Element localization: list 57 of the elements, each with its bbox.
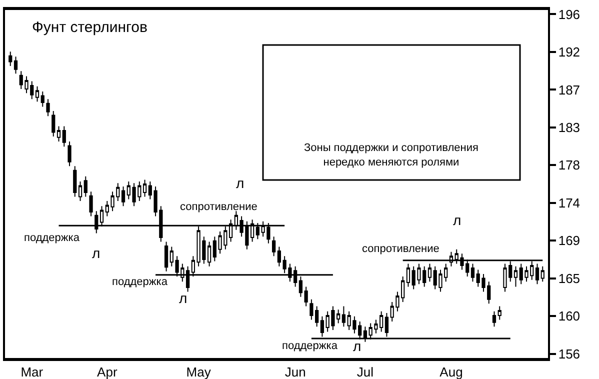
y-tick-label: 169 xyxy=(558,233,580,248)
candlestick xyxy=(535,263,540,285)
candlestick xyxy=(40,90,44,108)
candlestick xyxy=(62,126,66,148)
candlestick xyxy=(272,236,276,257)
candlestick xyxy=(207,241,212,267)
x-tick-label: Mar xyxy=(20,364,44,379)
candlestick xyxy=(304,286,308,307)
candlestick xyxy=(492,310,496,328)
annotation: л xyxy=(453,212,462,228)
candlestick xyxy=(73,166,77,198)
candlestick xyxy=(68,141,72,167)
candlestick xyxy=(89,191,93,217)
y-tick-label: 156 xyxy=(558,346,580,362)
candlestick xyxy=(35,86,40,102)
candlestick xyxy=(406,263,410,288)
candlestick xyxy=(14,56,18,74)
candlestick xyxy=(84,176,88,198)
candlestick xyxy=(56,126,61,142)
annotation: сопротивление xyxy=(362,243,440,255)
candlestick xyxy=(52,110,56,137)
text: Фунт стерлингов xyxy=(32,19,148,36)
x-tick-label: Jun xyxy=(284,364,306,379)
candlestick xyxy=(8,51,12,67)
y-tick-label: 192 xyxy=(558,44,580,60)
y-tick-label: 160 xyxy=(558,308,580,324)
annotation: поддержка xyxy=(24,232,80,244)
x-tick-label: Aug xyxy=(440,364,463,379)
y-tick-label: 165 xyxy=(558,270,580,286)
candlestick xyxy=(540,266,544,282)
candlestick xyxy=(342,306,346,328)
annotation: Зоны поддержки и сопротивления нередко меняются ролями xyxy=(304,142,478,168)
candlestick xyxy=(470,263,475,282)
x-tick-label: Jul xyxy=(356,364,374,379)
annotation: л xyxy=(236,175,244,191)
annotation: л xyxy=(92,245,100,261)
y-tick-label: 183 xyxy=(558,120,580,135)
annotation: поддержка xyxy=(112,276,168,288)
y-tick-label: 187 xyxy=(558,82,580,98)
candlestick xyxy=(514,266,518,288)
annotation: л xyxy=(179,290,188,306)
y-tick-label: 174 xyxy=(558,195,580,210)
candlestick xyxy=(428,263,432,282)
candlestick xyxy=(142,179,147,198)
y-tick-label: 178 xyxy=(558,158,580,173)
candlestick xyxy=(46,98,50,117)
x-tick-label: Apr xyxy=(97,364,118,379)
candlestick xyxy=(121,186,126,207)
x-tick-label: May xyxy=(186,364,212,379)
candlestick xyxy=(498,306,502,320)
y-tick-label: 196 xyxy=(558,6,580,22)
annotation: поддержка xyxy=(282,340,338,352)
candlestick xyxy=(164,241,168,272)
annotation: л xyxy=(353,338,362,354)
candlestick xyxy=(277,246,282,267)
candlestick xyxy=(78,180,82,202)
annotation: сопротивление xyxy=(180,201,258,213)
